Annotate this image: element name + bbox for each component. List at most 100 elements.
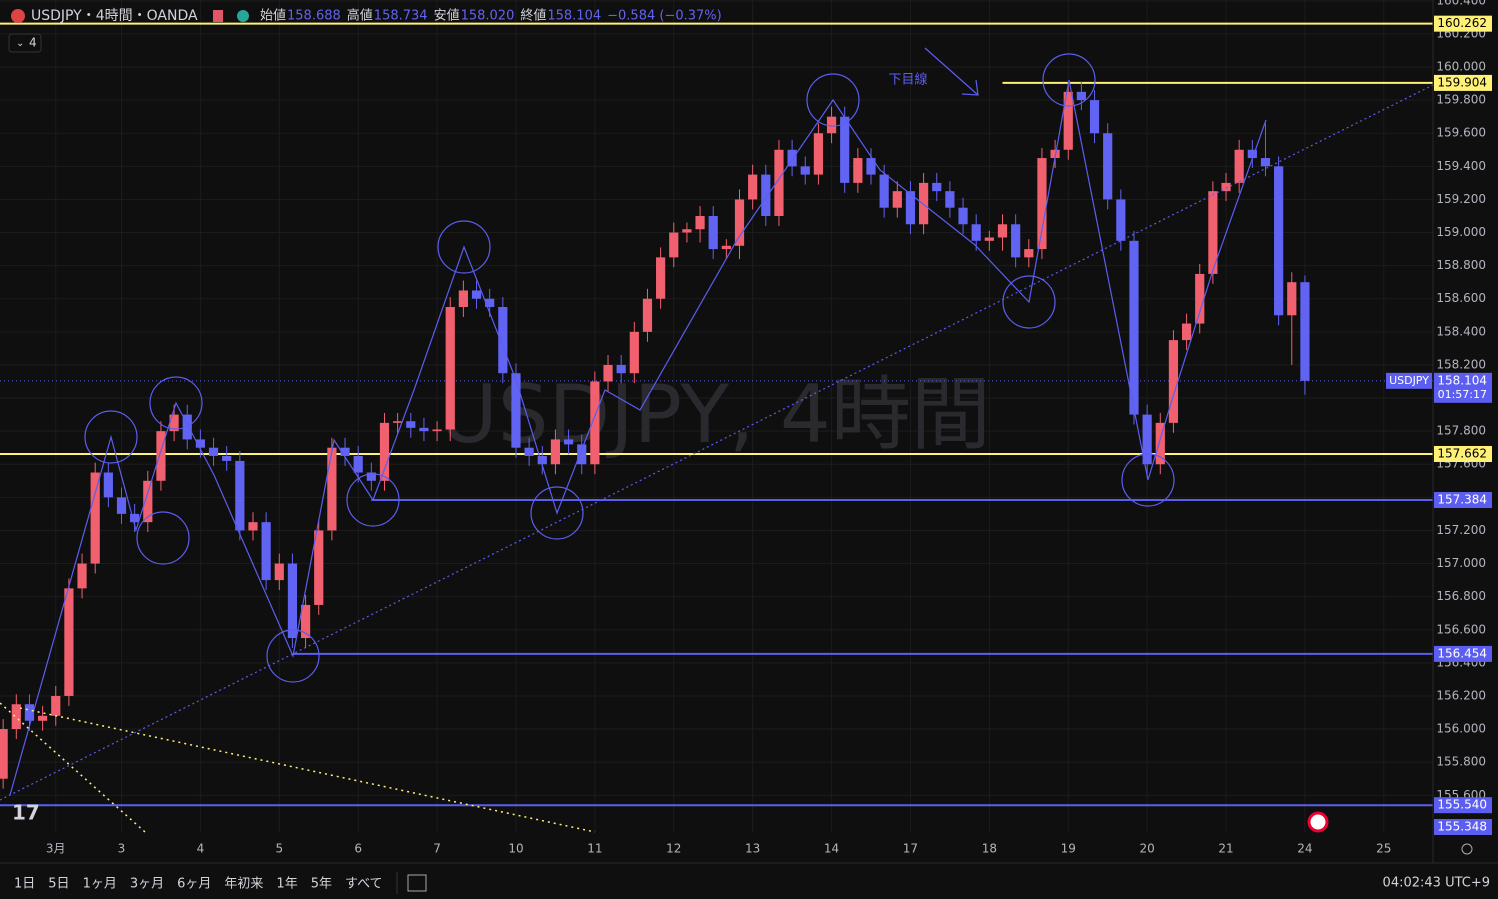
candle-body	[1300, 282, 1310, 381]
candle-body	[1247, 149, 1257, 159]
candle-body	[879, 174, 889, 208]
circle	[1042, 53, 1096, 107]
candle-body	[498, 307, 508, 374]
range-button[interactable]: 1年	[276, 877, 297, 892]
candle-body	[1116, 199, 1126, 241]
x-tick-label: 18	[982, 842, 997, 856]
y-tick-label: 155.800	[1436, 755, 1486, 769]
candle-body	[1274, 166, 1284, 316]
candle-body	[958, 207, 968, 225]
candle-body	[222, 455, 232, 461]
indicator-toggle[interactable]	[8, 33, 42, 53]
candle-body	[1287, 282, 1297, 316]
y-tick-label: 159.200	[1436, 192, 1486, 206]
range-button[interactable]: 5年	[311, 877, 332, 892]
range-button[interactable]: 1日	[14, 877, 35, 892]
candle-body	[984, 237, 994, 241]
trend-line	[19, 707, 596, 833]
zigzag	[9, 79, 1267, 796]
ohlc-value: 158.104	[547, 9, 601, 24]
candle-body	[90, 472, 100, 564]
candle-body	[1129, 240, 1139, 415]
candle-body	[550, 439, 561, 465]
y-tick-label: 160.400	[1436, 0, 1486, 7]
y-tick-label: 159.400	[1436, 159, 1486, 173]
candle-body	[1142, 414, 1152, 465]
candle-body	[537, 455, 547, 465]
candle-body	[1011, 224, 1021, 258]
y-tick-label: 156.800	[1436, 589, 1486, 603]
x-tick-label: 3	[118, 842, 126, 856]
y-tick-label: 157.800	[1436, 424, 1486, 438]
candle-body	[300, 604, 311, 639]
settings-icon[interactable]	[1461, 843, 1473, 855]
candle-body	[353, 455, 363, 473]
candle-body	[603, 364, 613, 382]
ohlc-label: 安値	[434, 8, 460, 24]
symbol-tag: USDJPY	[1389, 374, 1429, 387]
y-tick-label: 158.400	[1436, 324, 1486, 338]
ohlc-label: 始値	[260, 8, 286, 24]
x-tick-label: 5	[275, 842, 283, 856]
candle-body	[11, 704, 21, 730]
price-label-box	[1434, 15, 1492, 32]
candle-body	[340, 447, 350, 456]
candle-body	[629, 331, 639, 374]
range-button[interactable]: 5日	[48, 877, 69, 892]
price-label-box	[1434, 445, 1492, 462]
candle-body	[1063, 91, 1073, 150]
circle	[530, 486, 584, 540]
candle-body	[248, 522, 258, 531]
x-tick-label: 3月	[46, 842, 66, 856]
symbol-icon	[11, 9, 25, 23]
arrow	[924, 47, 979, 96]
change: −0.584 (−0.37%)	[607, 9, 722, 24]
candle-body	[1168, 340, 1179, 423]
candle-body	[826, 116, 837, 134]
candle-body	[0, 729, 8, 779]
x-tick-label: 20	[1139, 842, 1154, 856]
candle-body	[997, 224, 1008, 238]
candle-body	[445, 307, 455, 430]
alert-icon[interactable]	[1307, 811, 1329, 833]
candle-body	[195, 439, 205, 448]
range-button[interactable]: 1ヶ月	[83, 877, 117, 892]
range-button[interactable]: 年初来	[224, 877, 263, 892]
candle-body	[1260, 158, 1271, 167]
candle-body	[143, 480, 153, 523]
range-button[interactable]: 3ヶ月	[130, 877, 164, 892]
candle-body	[261, 522, 271, 581]
ohlc-value: 158.688	[287, 9, 341, 24]
candle-body	[1234, 149, 1244, 183]
hlines	[0, 22, 1433, 807]
candle-body	[432, 429, 442, 432]
candle-body	[918, 182, 929, 225]
indicator-count: 4	[29, 36, 37, 50]
candle-body	[169, 414, 179, 432]
candle-body	[563, 439, 574, 445]
symbol: USDJPY・4時間・OANDA	[31, 8, 198, 24]
candle-body	[774, 149, 784, 216]
ohlc: 始値 158.688 高値 158.734 安値 158.020 終値 158.104 −0.5…	[260, 8, 722, 24]
x-tick-label: 24	[1297, 842, 1312, 856]
watermark: USDJPY, 4時間	[439, 368, 991, 461]
date-range-icon[interactable]	[407, 874, 427, 892]
candle-body	[130, 513, 140, 523]
price-label: 155.540	[1437, 798, 1487, 812]
y-tick-label: 156.600	[1436, 622, 1486, 636]
x-tick-label: 10	[508, 842, 523, 856]
y-tick-label: 160.000	[1436, 60, 1486, 74]
range-button[interactable]: 6ヶ月	[177, 877, 211, 892]
candle-body	[156, 431, 166, 481]
annotation: 下目線	[888, 72, 927, 88]
range-button[interactable]: すべて	[345, 877, 383, 892]
candle-body	[1181, 323, 1192, 341]
candle-body	[761, 174, 771, 216]
candle-body	[853, 158, 863, 183]
price-label-box	[1434, 819, 1492, 835]
trend-line	[0, 84, 1434, 801]
candle-body	[379, 422, 390, 481]
candle-body	[1103, 133, 1113, 200]
candle-body	[24, 704, 35, 721]
candle-body	[708, 215, 718, 250]
